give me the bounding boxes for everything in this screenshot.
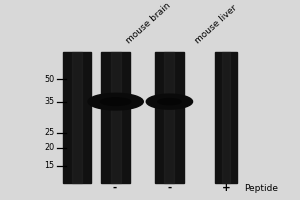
- Text: -: -: [112, 183, 116, 193]
- Text: mouse liver: mouse liver: [193, 3, 239, 46]
- Text: 20: 20: [44, 143, 54, 152]
- Text: 35: 35: [44, 97, 54, 106]
- Bar: [63, 52, 91, 183]
- Text: -: -: [167, 183, 172, 193]
- Ellipse shape: [88, 93, 143, 110]
- Bar: [164, 52, 174, 183]
- Ellipse shape: [146, 94, 193, 109]
- Ellipse shape: [158, 99, 181, 105]
- Text: 25: 25: [44, 128, 54, 137]
- Ellipse shape: [100, 98, 131, 105]
- Bar: [222, 52, 230, 183]
- Text: mouse brain: mouse brain: [124, 1, 172, 46]
- Bar: [155, 52, 184, 183]
- Text: +: +: [222, 183, 230, 193]
- Text: 50: 50: [44, 75, 54, 84]
- Bar: [215, 52, 237, 183]
- Bar: [111, 52, 121, 183]
- Text: 15: 15: [44, 161, 54, 170]
- Bar: [72, 52, 82, 183]
- Text: Peptide: Peptide: [244, 184, 278, 193]
- Bar: [101, 52, 130, 183]
